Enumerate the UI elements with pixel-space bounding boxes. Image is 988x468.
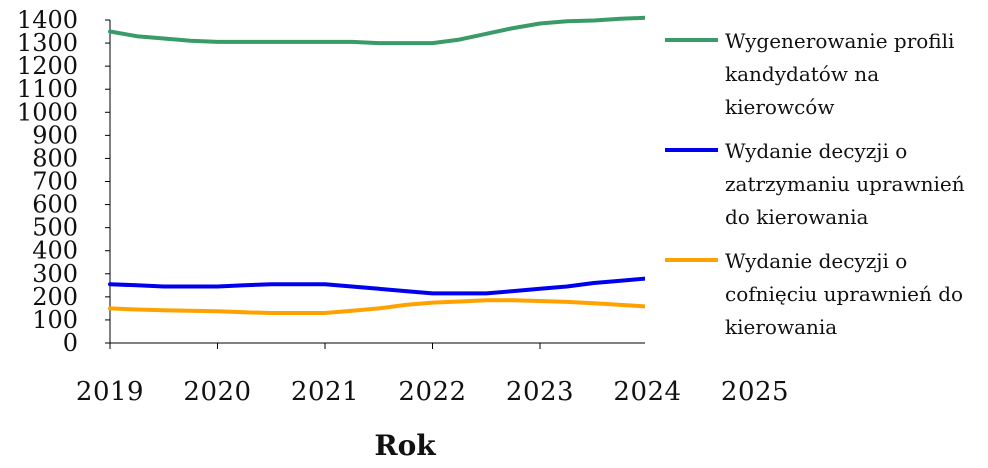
legend-label: zatrzymaniu uprawnień [725,172,965,196]
y-tick-label: 1200 [17,52,78,80]
series-line-3 [108,298,645,315]
legend-item: Wygenerowanie profili kandydatów na kierow… [665,29,954,119]
legend-label: kierowców [725,95,834,119]
y-tick-label: 100 [32,306,78,334]
y-tick-label: 200 [32,283,78,311]
x-tick-label: 2019 [76,377,144,407]
y-tick-label: 300 [32,260,78,288]
x-tick-label: 2021 [291,377,359,407]
y-tick-label: 0 [63,329,78,357]
x-axis-label: Rok [374,429,436,462]
legend-label: kandydatów na [725,62,879,86]
y-tick-label: 400 [32,237,78,265]
legend-label: cofnięciu uprawnień do [725,282,963,306]
x-tick-label: 2023 [506,377,574,407]
legend-label: Wydanie decyzji o [725,249,907,273]
x-tick-label: 2022 [398,377,466,407]
legend-label: Wydanie decyzji o [725,139,907,163]
x-tick-label: 2024 [613,377,681,407]
y-tick-label: 1400 [17,6,78,34]
y-tick-label: 600 [32,191,78,219]
y-tick-label: 1100 [17,75,78,103]
legend: Wygenerowanie profili kandydatów na kierow… [665,29,965,339]
axes [109,20,645,344]
y-tick-label: 800 [32,144,78,172]
series-line-1 [108,15,645,46]
legend-label: kierowania [725,315,837,339]
y-tick-label: 900 [32,121,78,149]
legend-label: do kierowania [725,205,868,229]
y-tick-label: 700 [32,168,78,196]
x-tick-label: 2020 [183,377,251,407]
y-tick-label: 500 [32,214,78,242]
legend-item: Wydanie decyzji o zatrzymaniu uprawnień do… [665,139,965,229]
y-tick-label: 1300 [17,29,78,57]
legend-label: Wygenerowanie profili [725,29,954,53]
x-tick-label: 2025 [721,377,789,407]
x-axis-ticks: 2019 2020 2021 2022 2023 2024 2025 [76,343,789,407]
y-tick-label: 1000 [17,98,78,126]
legend-item: Wydanie decyzji o cofnięciu uprawnień do k… [665,249,963,339]
series-lines [108,15,645,315]
series-line-2 [108,276,645,296]
y-axis-ticks: 0100200300400500600700800900100011001200… [17,6,110,357]
